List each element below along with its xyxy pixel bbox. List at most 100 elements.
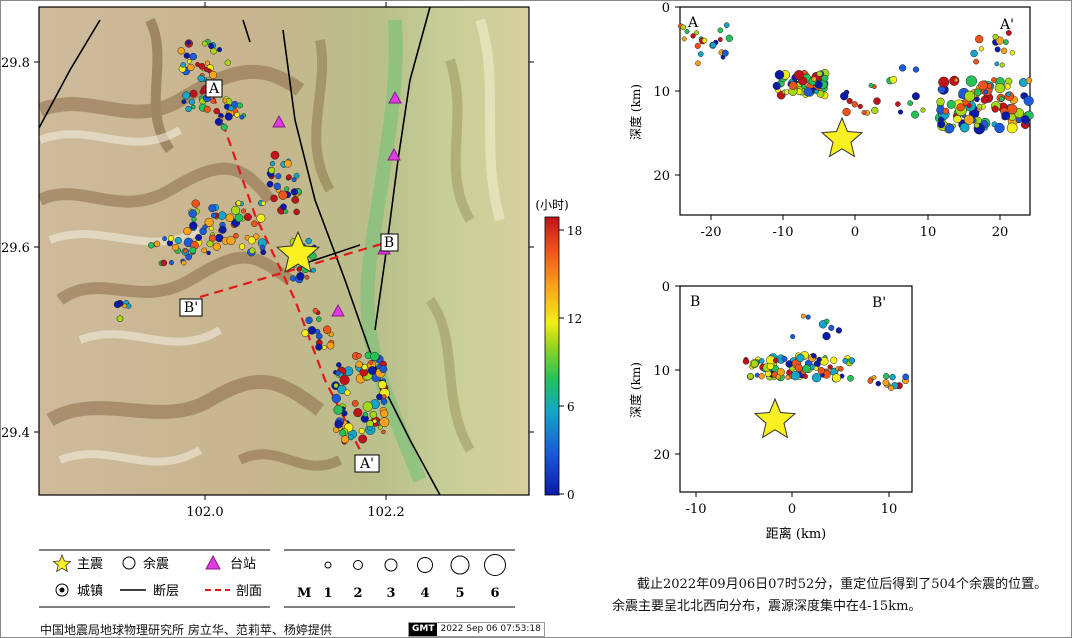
aftershock-dot <box>312 307 319 314</box>
aftershock-dot <box>275 173 282 180</box>
aftershock-dot <box>333 405 344 415</box>
aftershock-dot <box>305 237 312 245</box>
aftershock-dot <box>796 353 805 363</box>
mag-value: 5 <box>455 586 464 601</box>
aftershock-dot <box>830 356 838 364</box>
aftershock-dot <box>185 40 191 46</box>
aftershock-dot <box>1003 39 1009 45</box>
aftershock-dot <box>978 80 988 91</box>
aftershock-dot <box>206 250 211 256</box>
aftershock-dot <box>362 401 373 412</box>
aftershock-dot <box>368 360 374 365</box>
aftershock-dot <box>220 123 228 131</box>
aftershock-dot <box>847 374 854 382</box>
aftershock-dot <box>356 353 362 359</box>
mag-circle-icon <box>484 554 506 576</box>
aftershock-dot <box>273 182 281 190</box>
aftershock-dot <box>788 81 798 90</box>
hillshade-ridges <box>39 17 475 471</box>
aftershock-dot <box>270 194 278 203</box>
aftershock-dot <box>802 373 808 379</box>
aftershock-dot <box>195 234 203 241</box>
aftershock-dot <box>814 80 823 89</box>
aftershock-dot <box>1005 29 1012 36</box>
aftershock-dot <box>283 159 292 168</box>
aftershock-dot <box>811 373 822 383</box>
aftershock-dot <box>694 42 701 49</box>
aftershock-dot <box>290 188 299 196</box>
colorbar-tick: 6 <box>567 400 575 414</box>
lat-tick: 29.4 <box>1 426 30 441</box>
aftershock-dot <box>208 234 217 242</box>
aftershock-dot <box>758 358 765 364</box>
aftershock-dot <box>188 98 196 106</box>
aftershock-dot <box>182 248 188 254</box>
aftershock-dot <box>897 109 904 115</box>
aftershock-dot <box>167 235 175 242</box>
aftershock-dot <box>701 37 708 44</box>
legend-fault: 断层 <box>153 584 179 599</box>
aftershock-dot <box>946 99 956 109</box>
hillshade-highlights <box>39 18 505 466</box>
mag-value: 1 <box>323 586 332 601</box>
aftershock-dot <box>307 326 317 335</box>
aftershock-dot <box>861 110 867 116</box>
aftershock-dot <box>717 37 723 43</box>
aftershock-dot <box>380 398 388 405</box>
aftershock-dot <box>379 365 388 374</box>
aftershock-dot <box>116 315 124 323</box>
aftershock-dot <box>381 394 387 399</box>
aftershock-dot <box>361 364 368 371</box>
aftershock-dot <box>974 122 980 129</box>
aftershock-dot <box>260 249 267 256</box>
aftershock-dot <box>944 123 955 134</box>
aftershock-dot <box>326 341 335 350</box>
aftershock-dot <box>963 114 975 125</box>
aftershock-dot <box>305 316 313 324</box>
aftershock-dot <box>168 260 175 266</box>
aftershock-dot <box>188 209 197 218</box>
colorbar-tick: 18 <box>567 224 582 238</box>
aftershock-dot <box>381 429 386 435</box>
aftershock-dot <box>201 40 208 47</box>
aftershock-dot <box>800 313 806 319</box>
aftershock-dot <box>1006 92 1011 97</box>
aftershock-dot <box>208 204 217 213</box>
latitude-axis: 29.8 29.6 29.4 <box>1 56 534 441</box>
aftershock-dot <box>174 236 182 245</box>
aftershock-dot <box>994 122 1005 134</box>
aftershock-dot <box>216 47 223 53</box>
aftershock-dot <box>895 101 901 107</box>
epicenter-map: A A' B B' 29.8 29.6 29.4 102.0 102.2 (小时… <box>1 2 582 520</box>
aftershock-dot <box>793 70 804 80</box>
aftershock-dot <box>974 88 982 96</box>
mag-circle-icon <box>384 558 398 572</box>
bb-ytick: 10 <box>653 364 670 379</box>
aftershock-dot <box>208 42 215 50</box>
legend-circle-icon <box>122 556 136 570</box>
aftershock-dot <box>818 320 828 329</box>
aftershock-dot <box>983 89 989 95</box>
aftershock-dot <box>1000 47 1008 54</box>
aftershock-dot <box>811 76 817 82</box>
aftershock-dot <box>203 67 209 72</box>
aftershock-dot <box>1020 115 1030 124</box>
aftershock-dot <box>838 366 844 372</box>
aftershock-dot <box>367 425 373 432</box>
bb-xlabel: 距离 (km) <box>766 526 826 542</box>
aftershock-dot <box>376 393 383 401</box>
aftershock-dot <box>256 213 266 223</box>
aftershock-dot <box>953 115 962 124</box>
aftershock-dot <box>898 64 907 72</box>
aftershock-dot <box>331 393 341 404</box>
aftershock-dot <box>976 103 983 110</box>
mainshock-star-icon <box>753 397 797 439</box>
aftershock-dot <box>316 332 323 340</box>
aftershock-dot <box>911 110 919 119</box>
aftershock-dot <box>260 200 266 206</box>
aftershock-dot <box>185 253 192 261</box>
aftershock-dot <box>268 166 276 174</box>
profile-BB-start: B <box>690 294 700 310</box>
aftershock-dot <box>236 102 243 109</box>
aftershock-dot <box>717 27 724 34</box>
